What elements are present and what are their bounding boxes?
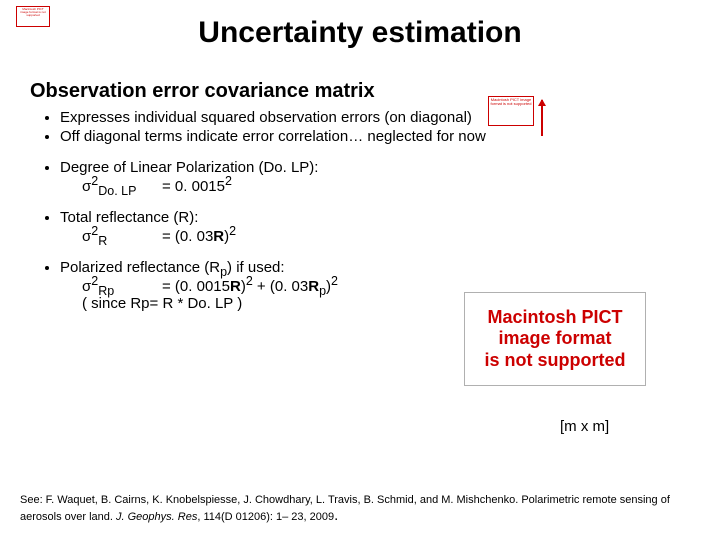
def-r-eq: σ2R = (0. 03R)2 bbox=[82, 228, 690, 245]
arrow-icon bbox=[541, 100, 543, 136]
def-r: Total reflectance (R): σ2R = (0. 03R)2 bbox=[60, 209, 690, 245]
bullet-diagonal: Expresses individual squared observation… bbox=[60, 109, 690, 126]
slide: Macintosh PICT image format is not suppo… bbox=[0, 0, 720, 540]
pict-unsupported-big: Macintosh PICT image format is not suppo… bbox=[464, 292, 646, 386]
pict-tiny-text: Macintosh PICT image format is not suppo… bbox=[20, 7, 46, 17]
subheading: Observation error covariance matrix bbox=[30, 80, 690, 103]
reference: See: F. Waquet, B. Cairns, K. Knobelspie… bbox=[20, 494, 700, 527]
pict-unsupported-top-right: Macintosh PICT image format is not suppo… bbox=[488, 96, 534, 126]
bullet-offdiagonal: Off diagonal terms indicate error correl… bbox=[60, 128, 690, 145]
def-r-label: Total reflectance (R): bbox=[60, 209, 198, 226]
matrix-dim-label: [m x m] bbox=[560, 418, 609, 435]
def-dolp-label: Degree of Linear Polarization (Do. LP): bbox=[60, 159, 318, 176]
slide-title: Uncertainty estimation bbox=[30, 16, 690, 50]
def-dolp-eq: σ2Do. LP = 0. 00152 bbox=[82, 178, 690, 195]
pict-unsupported-top-left: Macintosh PICT image format is not suppo… bbox=[16, 6, 50, 27]
def-dolp: Degree of Linear Polarization (Do. LP): … bbox=[60, 159, 690, 195]
